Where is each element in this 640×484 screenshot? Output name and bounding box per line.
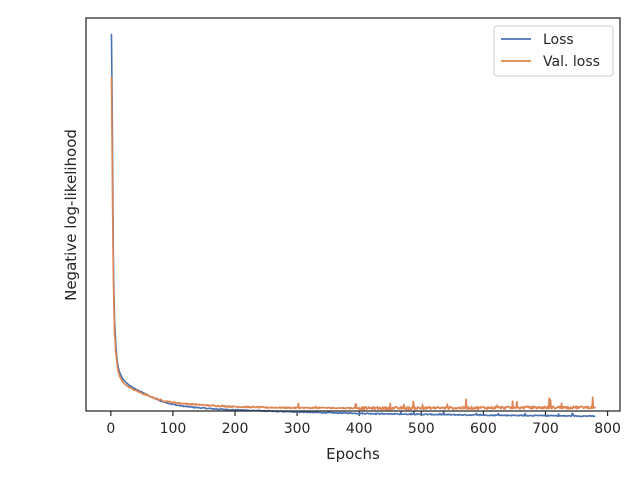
- legend-label-val-loss: Val. loss: [543, 54, 600, 70]
- x-tick-label: 600: [470, 421, 497, 437]
- x-tick-label: 700: [532, 421, 559, 437]
- x-tick-label: 800: [594, 421, 621, 437]
- plot-background: [86, 18, 620, 411]
- x-axis-ticks: 0 100 200 300 400 500 600 700 800: [106, 411, 621, 437]
- loss-series-line: [110, 33, 596, 418]
- x-axis-label: Epochs: [326, 445, 380, 463]
- x-tick-label: 500: [408, 421, 435, 437]
- x-tick-label: 100: [160, 421, 187, 437]
- legend: Loss Val. loss: [493, 25, 614, 77]
- x-tick-label: 400: [346, 421, 373, 437]
- plot-frame: [85, 17, 621, 412]
- x-tick-label: 300: [284, 421, 311, 437]
- x-tick-label: 0: [106, 421, 115, 437]
- y-axis-label: Negative log-likelihood: [62, 129, 80, 301]
- series-lines: [110, 33, 596, 418]
- legend-label-loss: Loss: [543, 32, 574, 48]
- x-tick-label: 200: [222, 421, 249, 437]
- val-loss-series-line: [110, 76, 596, 411]
